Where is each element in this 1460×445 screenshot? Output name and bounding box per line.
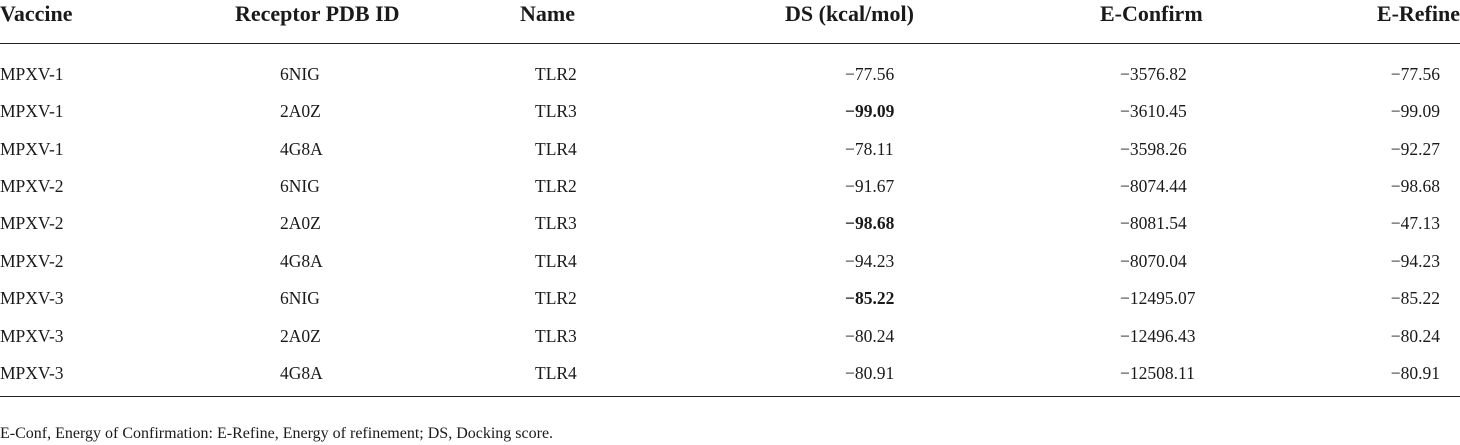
cell-e-confirm: −8074.44 <box>1120 175 1187 196</box>
cell-receptor-pdb-id: 6NIG <box>280 175 320 196</box>
cell-name: TLR3 <box>535 101 577 122</box>
cell-ds: −94.23 <box>845 250 895 271</box>
header-e-confirm: E-Confirm <box>925 0 1225 44</box>
cell-e-confirm: −8070.04 <box>1120 250 1187 271</box>
cell-name: TLR4 <box>420 354 675 398</box>
cell-ds: −77.56 <box>845 64 895 84</box>
cell-e-confirm: −3610.45 <box>1120 101 1187 122</box>
cell-receptor-pdb-id: 4G8A <box>160 354 420 398</box>
cell-e-refine: −80.24 <box>1390 325 1440 346</box>
cell-e-confirm: −12508.11 <box>925 354 1225 398</box>
table-header: Vaccine Receptor PDB ID Name DS (kcal/mo… <box>0 0 1460 44</box>
cell-ds: −80.24 <box>845 325 895 346</box>
cell-name: TLR2 <box>535 288 577 309</box>
cell-e-confirm: −8081.54 <box>1120 213 1187 234</box>
cell-ds: −99.09 <box>845 101 895 122</box>
cell-e-refine: −92.27 <box>1390 138 1440 159</box>
table-row: MPXV-1 6NIG TLR2 −77.56 −3576.82 −77.56 <box>0 44 1460 94</box>
cell-vaccine: MPXV-2 <box>0 250 64 271</box>
cell-receptor-pdb-id: 2A0Z <box>280 101 321 122</box>
cell-e-confirm: −3576.82 <box>1120 64 1187 84</box>
cell-name: TLR4 <box>535 138 577 159</box>
table-row: MPXV-3 4G8A TLR4 −80.91 −12508.11 −80.91 <box>0 354 1460 398</box>
header-vaccine: Vaccine <box>0 0 160 44</box>
cell-e-refine: −98.68 <box>1390 175 1440 196</box>
cell-e-confirm: −12495.07 <box>1120 288 1196 309</box>
cell-e-refine: −85.22 <box>1390 288 1440 309</box>
cell-receptor-pdb-id: 2A0Z <box>280 325 321 346</box>
cell-ds: −98.68 <box>845 213 895 234</box>
cell-name: TLR2 <box>535 175 577 196</box>
cell-vaccine: MPXV-3 <box>0 354 160 398</box>
cell-receptor-pdb-id: 6NIG <box>280 288 320 309</box>
cell-ds: −80.91 <box>675 354 925 398</box>
cell-name: TLR4 <box>535 250 577 271</box>
table-row: MPXV-2 2A0Z TLR3 −98.68 −8081.54 −47.13 <box>0 205 1460 242</box>
cell-receptor-pdb-id: 6NIG <box>280 64 320 84</box>
cell-receptor-pdb-id: 4G8A <box>280 250 323 271</box>
table-row: MPXV-3 6NIG TLR2 −85.22 −12495.07 −85.22 <box>0 280 1460 317</box>
cell-e-refine: −77.56 <box>1390 64 1440 84</box>
cell-e-confirm: −12496.43 <box>1120 325 1196 346</box>
header-row: Vaccine Receptor PDB ID Name DS (kcal/mo… <box>0 0 1460 44</box>
cell-e-confirm: −3598.26 <box>1120 138 1187 159</box>
docking-results-table: Vaccine Receptor PDB ID Name DS (kcal/mo… <box>0 0 1460 398</box>
cell-vaccine: MPXV-1 <box>0 64 64 84</box>
cell-vaccine: MPXV-3 <box>0 288 64 309</box>
docking-results-table-container: Vaccine Receptor PDB ID Name DS (kcal/mo… <box>0 0 1460 398</box>
cell-ds: −91.67 <box>845 175 895 196</box>
header-name: Name <box>420 0 675 44</box>
header-receptor-pdb-id: Receptor PDB ID <box>160 0 420 44</box>
table-row: MPXV-1 2A0Z TLR3 −99.09 −3610.45 −99.09 <box>0 93 1460 130</box>
table-footnote: E-Conf, Energy of Confirmation: E-Refine… <box>0 425 554 442</box>
cell-ds: −85.22 <box>845 288 895 309</box>
table-body: MPXV-1 6NIG TLR2 −77.56 −3576.82 −77.56 MPXV-1… <box>0 44 1460 398</box>
cell-ds: −78.11 <box>845 138 894 159</box>
header-e-refine: E-Refine <box>1225 0 1460 44</box>
cell-vaccine: MPXV-2 <box>0 213 64 234</box>
cell-vaccine: MPXV-3 <box>0 325 64 346</box>
cell-name: TLR2 <box>535 64 577 84</box>
cell-name: TLR3 <box>535 213 577 234</box>
header-ds: DS (kcal/mol) <box>675 0 925 44</box>
table-row: MPXV-3 2A0Z TLR3 −80.24 −12496.43 −80.24 <box>0 317 1460 354</box>
cell-e-refine: −99.09 <box>1390 101 1440 122</box>
cell-vaccine: MPXV-1 <box>0 138 64 159</box>
cell-name: TLR3 <box>535 325 577 346</box>
cell-vaccine: MPXV-2 <box>0 175 64 196</box>
cell-e-refine: −47.13 <box>1390 213 1440 234</box>
table-row: MPXV-2 4G8A TLR4 −94.23 −8070.04 −94.23 <box>0 243 1460 280</box>
cell-vaccine: MPXV-1 <box>0 101 64 122</box>
cell-receptor-pdb-id: 2A0Z <box>280 213 321 234</box>
cell-receptor-pdb-id: 4G8A <box>280 138 323 159</box>
cell-e-refine: −94.23 <box>1390 250 1440 271</box>
table-row: MPXV-2 6NIG TLR2 −91.67 −8074.44 −98.68 <box>0 168 1460 205</box>
cell-e-refine: −80.91 <box>1225 354 1460 398</box>
table-row: MPXV-1 4G8A TLR4 −78.11 −3598.26 −92.27 <box>0 130 1460 167</box>
